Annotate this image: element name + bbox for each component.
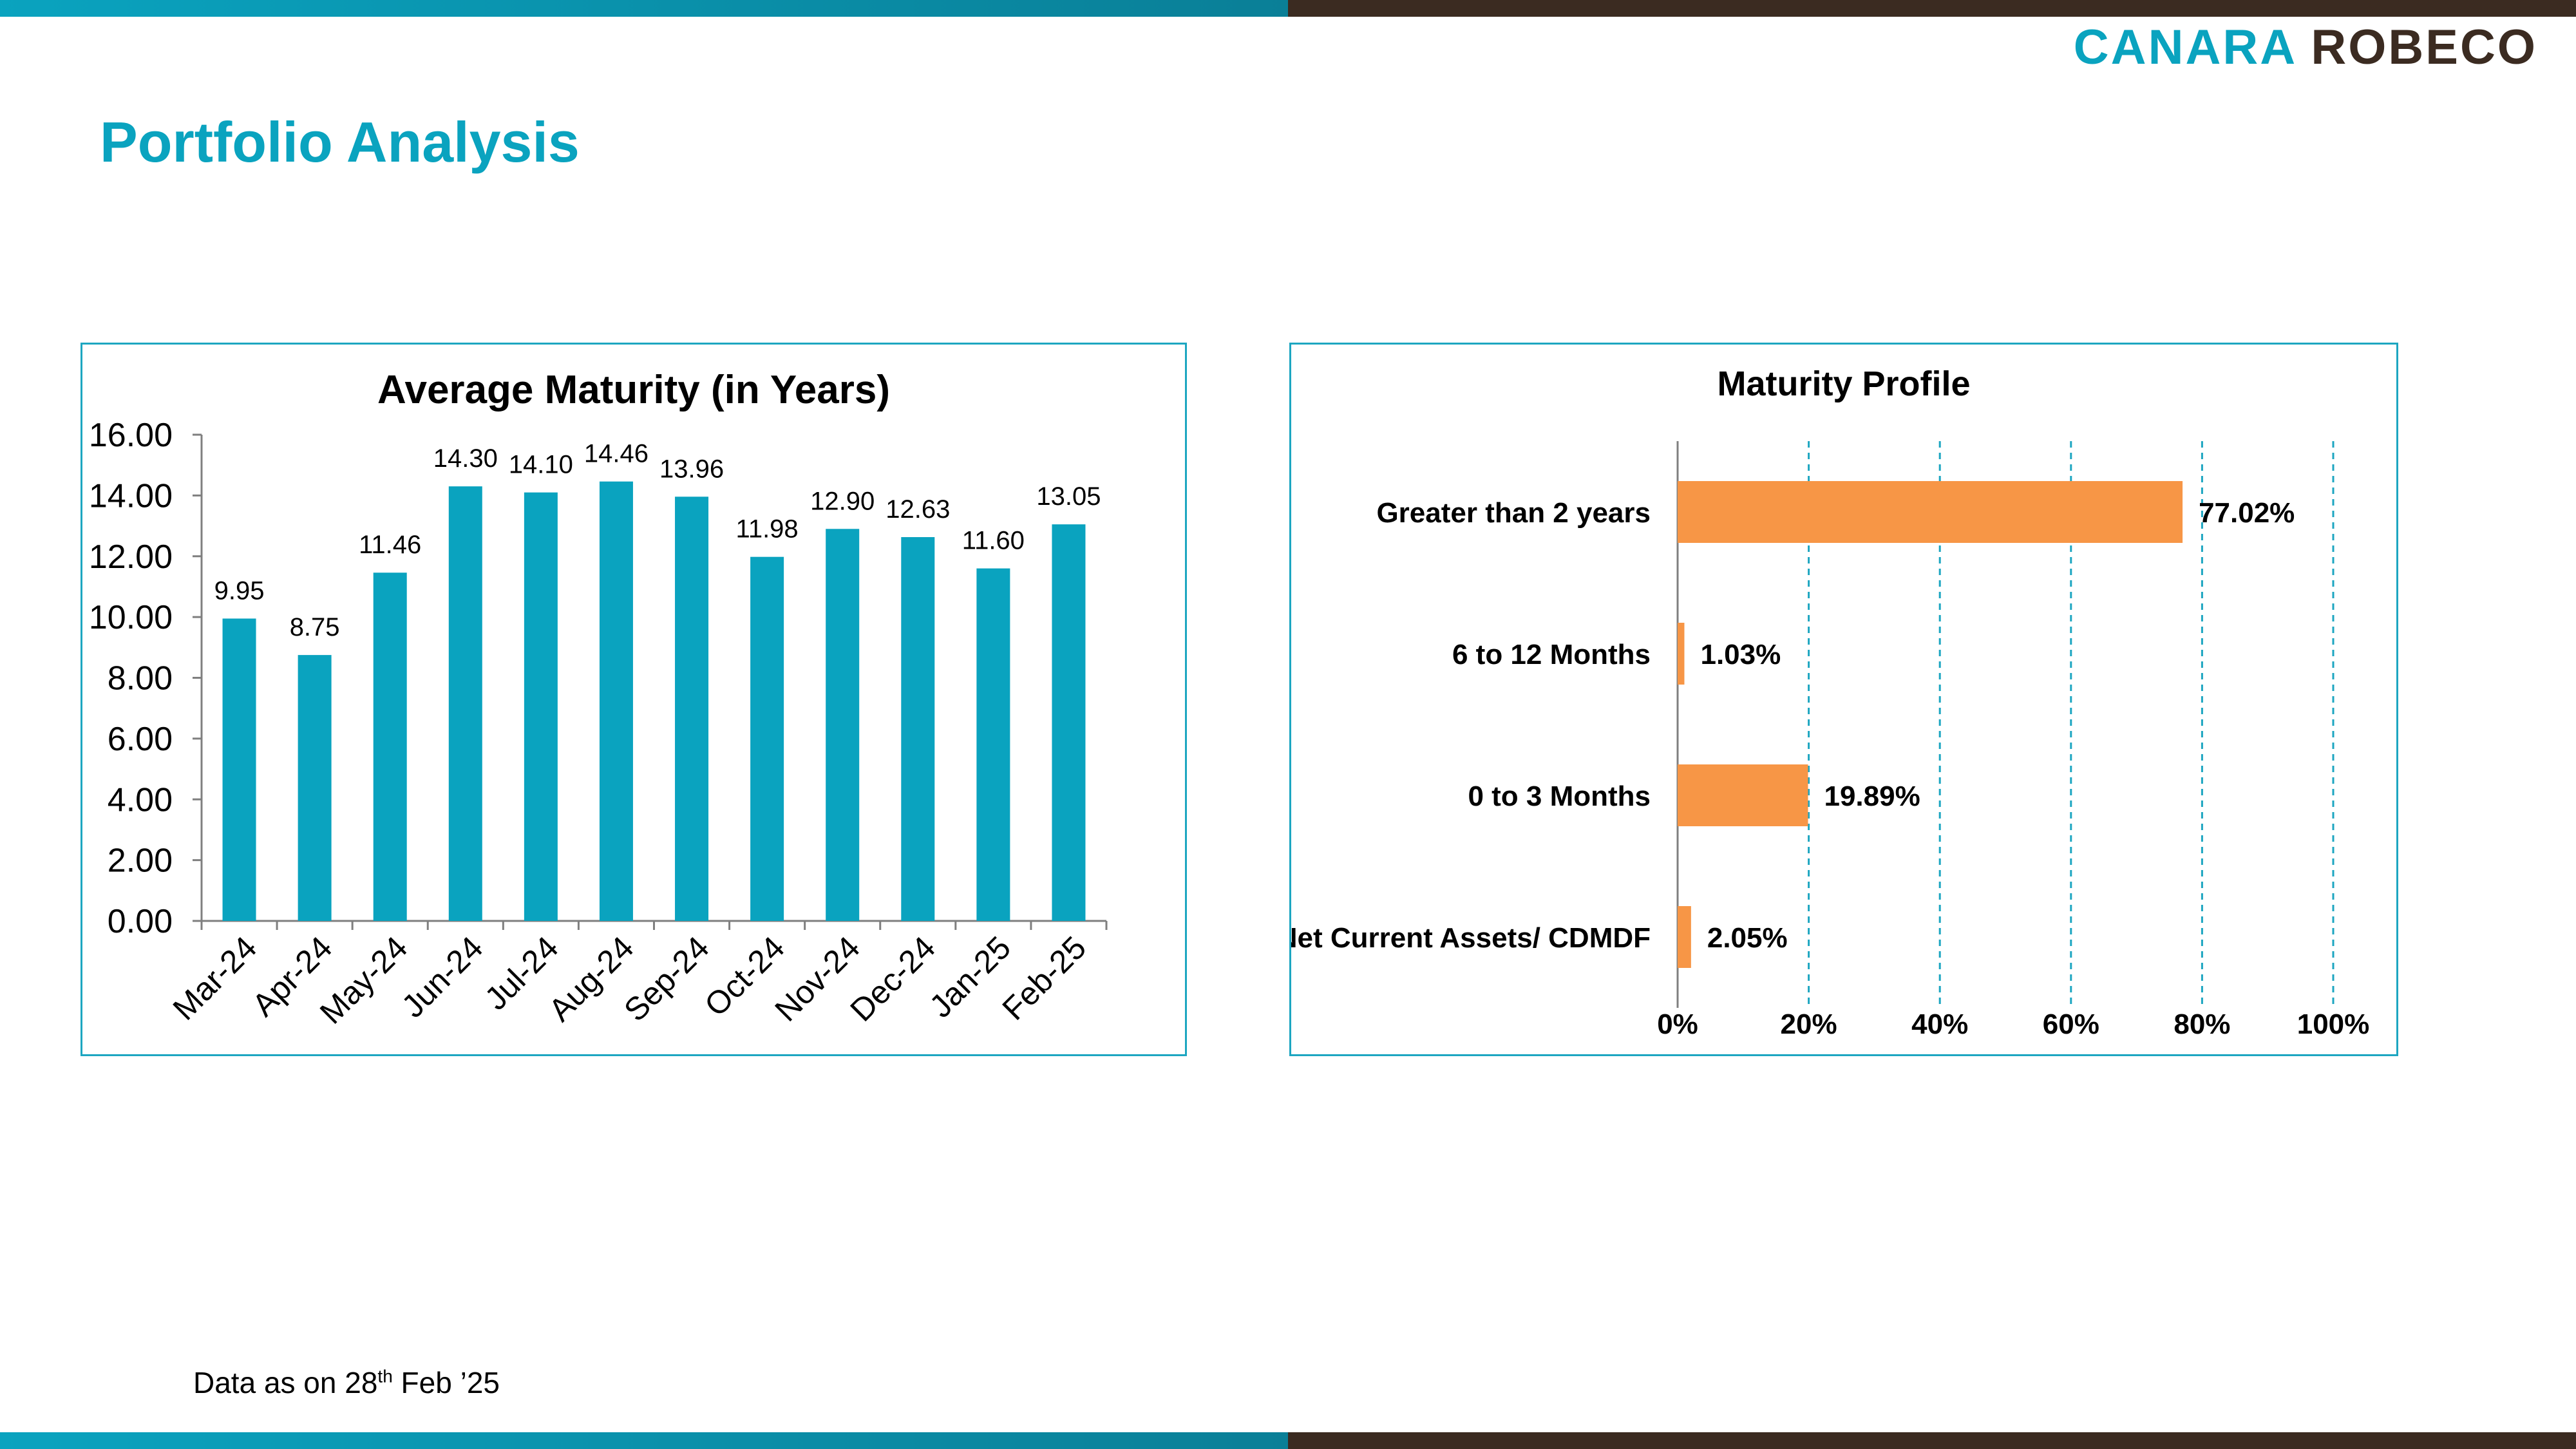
data-label: 14.10: [509, 451, 573, 479]
x-tick-label: 20%: [1781, 1009, 1837, 1040]
brand-logo: CANARA ROBECO: [2074, 19, 2537, 75]
average-maturity-chart: 0.00 2.00 4.00 6.00 8.00 10.00 12.00 14.00 16.00…: [89, 417, 1108, 1031]
bar: [373, 573, 407, 921]
data-label: 1.03%: [1700, 639, 1781, 670]
average-maturity-title: Average Maturity (in Years): [377, 368, 890, 412]
bar: [826, 529, 860, 921]
data-label: 13.05: [1036, 482, 1101, 511]
bar: [675, 497, 709, 921]
x-tick-label: 80%: [2174, 1009, 2230, 1040]
bar: [1678, 764, 1808, 826]
bar: [1052, 524, 1086, 921]
data-label: 13.96: [659, 455, 724, 483]
bar: [524, 492, 558, 921]
average-maturity-panel: Average Maturity (in Years) 0.00 2.00 4.00…: [80, 343, 1187, 1056]
bar: [222, 618, 256, 921]
data-label: 11.60: [962, 527, 1025, 555]
y-tick-label: 14.00: [89, 477, 173, 515]
x-tick-label: 60%: [2043, 1009, 2099, 1040]
y-tick-label: 10.00: [89, 599, 173, 636]
y-category-label: 0 to 3 Months: [1468, 781, 1651, 812]
footnote-text: Data as on 28: [193, 1366, 378, 1399]
maturity-profile-panel: Maturity Profile 0% 20% 40% 60% 80% 100% 77.02…: [1289, 343, 2398, 1056]
top-accent-bar: [0, 0, 2576, 17]
bar: [750, 556, 784, 921]
top-accent-teal: [0, 0, 1288, 17]
y-tick-label: 6.00: [108, 721, 173, 758]
data-label: 77.02%: [2199, 497, 2295, 529]
top-accent-brown: [1288, 0, 2576, 17]
data-label: 11.46: [359, 531, 421, 559]
data-date-footnote: Data as on 28th Feb ’25: [193, 1365, 500, 1400]
data-label: 9.95: [214, 576, 265, 605]
x-tick-label: Feb-25: [996, 929, 1094, 1027]
x-tick-label: Dec-24: [843, 929, 942, 1028]
x-tick-label: Sep-24: [617, 929, 716, 1028]
maturity-profile-title: Maturity Profile: [1717, 365, 1971, 403]
brand-logo-part2: ROBECO: [2311, 20, 2537, 75]
y-tick-label: 16.00: [89, 417, 173, 454]
bottom-accent-brown: [1288, 1432, 2576, 1449]
x-tick-label: Mar-24: [166, 929, 264, 1027]
x-tick-label: 40%: [1911, 1009, 1968, 1040]
y-category-label: Net Current Assets/ CDMDF: [1291, 922, 1651, 954]
bar: [448, 486, 482, 921]
data-label: 2.05%: [1707, 922, 1788, 954]
data-label: 14.46: [584, 440, 649, 468]
x-tick-label: 0%: [1657, 1009, 1698, 1040]
bar: [1678, 623, 1685, 685]
y-tick-label: 12.00: [89, 538, 173, 576]
page-title: Portfolio Analysis: [100, 110, 580, 174]
bottom-accent-bar: [0, 1432, 2576, 1449]
data-label: 12.63: [886, 495, 950, 524]
data-label: 19.89%: [1824, 781, 1920, 812]
data-label: 8.75: [290, 613, 340, 641]
bar: [298, 655, 332, 921]
bar: [599, 481, 633, 921]
x-tick-label: Jun-24: [395, 929, 490, 1025]
y-tick-label: 8.00: [108, 660, 173, 697]
y-tick-label: 2.00: [108, 842, 173, 880]
bar: [901, 537, 935, 921]
data-label: 14.30: [433, 444, 498, 473]
footnote-date: Feb ’25: [392, 1366, 500, 1399]
bottom-accent-teal: [0, 1432, 1288, 1449]
y-tick-label: 0.00: [108, 903, 173, 940]
maturity-profile-chart: 0% 20% 40% 60% 80% 100% 77.02% Greater than 2 y…: [1291, 441, 2370, 1040]
x-tick-label: Nov-24: [768, 929, 867, 1028]
x-tick-label: Aug-24: [542, 929, 641, 1028]
data-label: 11.98: [736, 515, 799, 544]
x-tick-label: 100%: [2297, 1009, 2370, 1040]
bar: [1678, 481, 2183, 543]
brand-logo-part1: CANARA: [2073, 20, 2296, 75]
bar: [976, 568, 1010, 921]
bar: [1678, 906, 1691, 968]
y-category-label: 6 to 12 Months: [1452, 639, 1651, 670]
data-label: 12.90: [810, 487, 875, 515]
footnote-superscript: th: [377, 1366, 393, 1387]
y-tick-label: 4.00: [108, 781, 173, 819]
y-category-label: Greater than 2 years: [1376, 497, 1651, 529]
